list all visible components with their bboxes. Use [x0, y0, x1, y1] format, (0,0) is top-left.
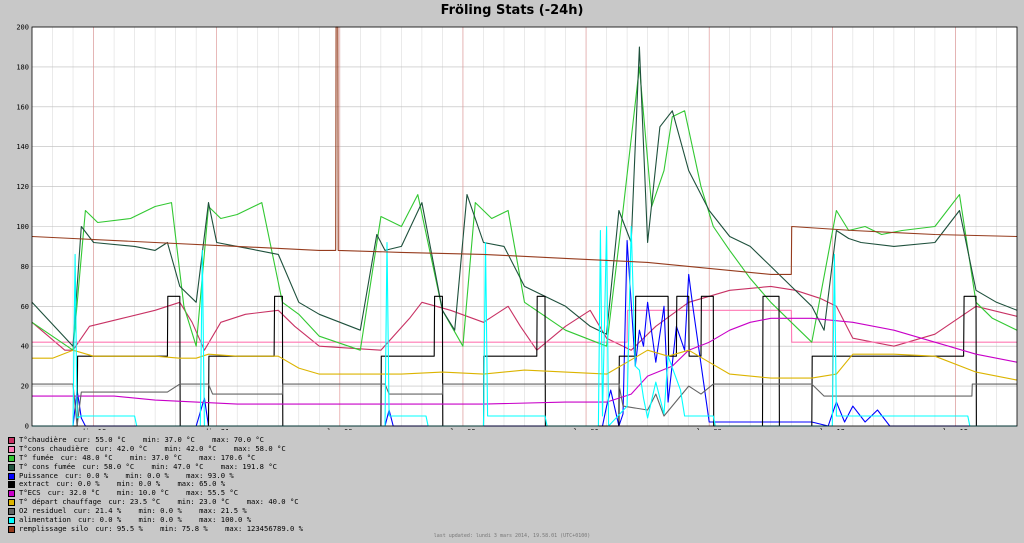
x-tick-label: lun.06 [573, 428, 598, 430]
legend-series-stats: cur: 32.0 °C min: 10.0 °C max: 55.5 °C [47, 488, 239, 498]
x-tick-label: lun.03 [450, 428, 475, 430]
y-tick-label: 60 [21, 303, 29, 311]
x-tick-label: lun.15 [943, 428, 968, 430]
legend-swatch [8, 490, 15, 498]
legend-series-name: T°cons chaudière [19, 443, 89, 453]
legend-swatch [8, 454, 15, 462]
x-tick-label: dim.18 [81, 428, 106, 430]
legend-swatch [8, 436, 15, 444]
legend-series-name: T°chaudière [19, 435, 67, 444]
series-line-8 [32, 383, 1017, 427]
legend-series-name: T° cons fumée [19, 461, 76, 471]
legend-series-stats: cur: 42.0 °C min: 42.0 °C max: 58.0 °C [95, 443, 286, 453]
legend-series-stats: cur: 23.5 °C min: 23.0 °C max: 40.0 °C [108, 497, 299, 507]
legend-swatch [8, 481, 15, 489]
legend-series-stats: cur: 0.0 % min: 0.0 % max: 65.0 % [56, 479, 226, 489]
last-updated-note: last updated: lundi 3 mars 2014, 19.58.0… [433, 533, 591, 539]
x-tick-label: lun.12 [820, 428, 845, 430]
legend-series-name: alimentation [19, 515, 71, 525]
y-tick-label: 180 [16, 63, 29, 71]
plot-border [31, 26, 1018, 427]
series-line-0 [31, 285, 1018, 351]
legend-swatch [8, 525, 15, 533]
series-line-7 [32, 349, 1018, 381]
y-tick-label: 140 [16, 143, 29, 151]
legend-swatch [8, 508, 15, 516]
legend-series-name: extract [19, 479, 50, 489]
legend-item: alimentation cur: 0.0 % min: 0.0 % max: 1… [8, 515, 303, 525]
legend-item: T° cons fumée cur: 58.0 °C min: 47.0 °C m… [8, 461, 303, 472]
legend-series-stats: cur: 95.5 % min: 75.8 % max: 123456789.0… [95, 523, 303, 533]
legend-series-name: remplissage silo [19, 523, 89, 533]
legend-series-stats: cur: 21.4 % min: 0.0 % max: 21.5 % [73, 506, 247, 516]
legend-swatch [8, 463, 15, 471]
legend-item: T° fumée cur: 48.0 °C min: 37.0 °C max: 1… [8, 452, 303, 463]
legend-series-name: T° fumée [19, 452, 54, 462]
y-tick-label: 100 [16, 223, 29, 231]
legend-series-stats: cur: 55.0 °C min: 37.0 °C max: 70.0 °C [73, 435, 265, 444]
legend-item: T°ECS cur: 32.0 °C min: 10.0 °C max: 55.5… [8, 488, 303, 498]
legend-series-stats: cur: 58.0 °C min: 47.0 °C max: 191.8 °C [82, 461, 277, 471]
x-tick-labels: dim.18 dim.21 lun.00 lun.03 lun.06 lun.09 lun.… [81, 428, 968, 430]
legend-series-name: O2 residuel [19, 506, 67, 516]
series-lines [31, 26, 1018, 427]
legend-series-stats: cur: 0.0 % min: 0.0 % max: 93.0 % [64, 470, 234, 480]
legend-swatch [8, 445, 15, 453]
y-tick-labels: 0 20 40 60 80 100 120 140 160 180 200 [16, 24, 29, 431]
y-tick-label: 120 [16, 183, 29, 191]
legend-item: T° départ chauffage cur: 23.5 °C min: 23.… [8, 497, 303, 507]
y-tick-label: 200 [16, 24, 29, 32]
y-tick-label: 80 [21, 263, 29, 271]
y-tick-label: 20 [21, 383, 29, 391]
x-tick-label: lun.09 [697, 428, 722, 430]
legend-series-stats: cur: 48.0 °C min: 37.0 °C max: 170.6 °C [60, 452, 256, 462]
legend-swatch [8, 516, 15, 524]
legend-swatch [8, 499, 15, 507]
legend-swatch [8, 472, 15, 480]
series-line-4 [32, 239, 1017, 427]
y-tick-label: 0 [25, 423, 29, 431]
legend-item: Puissance cur: 0.0 % min: 0.0 % max: 93.0… [8, 470, 303, 481]
legend-item: T°chaudière cur: 55.0 °C min: 37.0 °C max… [8, 435, 303, 445]
series-line-10 [31, 26, 1018, 275]
x-tick-label: dim.21 [204, 428, 229, 430]
chart-svg: 0 20 40 60 80 100 120 140 160 180 200 dim.18 dim.21… [16, 24, 1018, 431]
legend-series-name: T°ECS [19, 488, 41, 498]
legend-series-name: Puissance [19, 470, 58, 480]
y-tick-label: 160 [16, 103, 29, 111]
legend-item: remplissage silo cur: 95.5 % min: 75.8 % … [8, 523, 303, 534]
series-line-1 [32, 309, 1017, 343]
legend: T°chaudière cur: 55.0 °C min: 37.0 °C max… [8, 435, 303, 534]
y-tick-label: 40 [21, 343, 29, 351]
legend-item: extract cur: 0.0 % min: 0.0 % max: 65.0 % [8, 480, 303, 489]
legend-series-name: T° départ chauffage [19, 497, 102, 507]
x-tick-label: lun.00 [327, 428, 352, 430]
legend-item: T°cons chaudière cur: 42.0 °C min: 42.0 °… [8, 443, 303, 454]
grid-lines [32, 26, 1017, 427]
legend-series-stats: cur: 0.0 % min: 0.0 % max: 100.0 % [77, 515, 252, 525]
chart-title: Fröling Stats (-24h) [440, 3, 584, 18]
series-line-2 [31, 66, 1018, 351]
legend-item: O2 residuel cur: 21.4 % min: 0.0 % max: 2… [8, 506, 303, 516]
